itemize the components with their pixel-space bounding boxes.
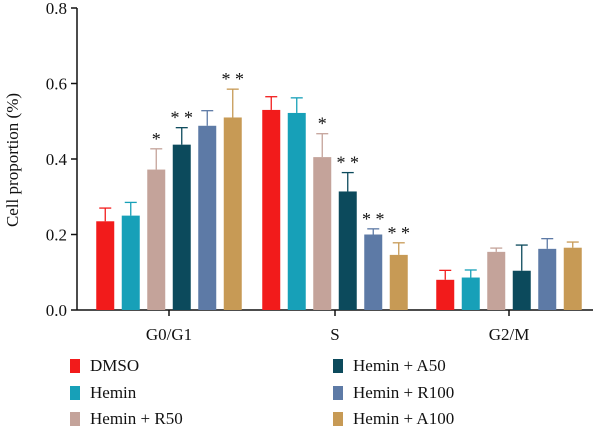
bars-group: ** ** *** ** ** * xyxy=(96,69,582,310)
bar xyxy=(338,191,357,310)
significance-label: * xyxy=(318,114,327,134)
x-axis: G0/G1 S G2/M xyxy=(77,309,593,344)
bar xyxy=(198,125,217,310)
bar xyxy=(313,157,332,310)
significance-label: * * xyxy=(222,69,245,89)
bar xyxy=(262,109,281,310)
y-tick-label: 0.8 xyxy=(46,0,67,18)
bar xyxy=(96,221,115,310)
bar xyxy=(563,247,582,310)
y-tick-label: 0.2 xyxy=(46,226,67,245)
bar xyxy=(487,251,506,310)
bar xyxy=(512,270,531,310)
y-axis: 0.0 0.2 0.4 0.6 0.8 xyxy=(46,0,78,320)
y-tick-label: 0.4 xyxy=(46,150,68,169)
bar xyxy=(461,277,480,310)
bar xyxy=(121,215,140,310)
bar xyxy=(147,169,166,310)
y-tick-label: 0.0 xyxy=(46,301,67,320)
bar xyxy=(436,279,455,310)
significance-label: * xyxy=(152,129,161,149)
bar xyxy=(364,234,383,310)
x-tick-label: S xyxy=(330,325,339,344)
significance-label: * * xyxy=(388,223,411,243)
bar xyxy=(223,117,242,310)
significance-label: * * xyxy=(171,108,194,128)
bar xyxy=(287,112,306,310)
bar xyxy=(172,144,191,310)
x-tick-label: G2/M xyxy=(489,325,530,344)
y-tick-label: 0.6 xyxy=(46,75,67,94)
y-axis-label: Cell proportion (%) xyxy=(3,93,22,227)
significance-label: * * xyxy=(337,153,360,173)
bar xyxy=(389,254,408,310)
bar xyxy=(538,248,557,310)
significance-label: * * xyxy=(362,209,385,229)
x-tick-label: G0/G1 xyxy=(146,325,192,344)
